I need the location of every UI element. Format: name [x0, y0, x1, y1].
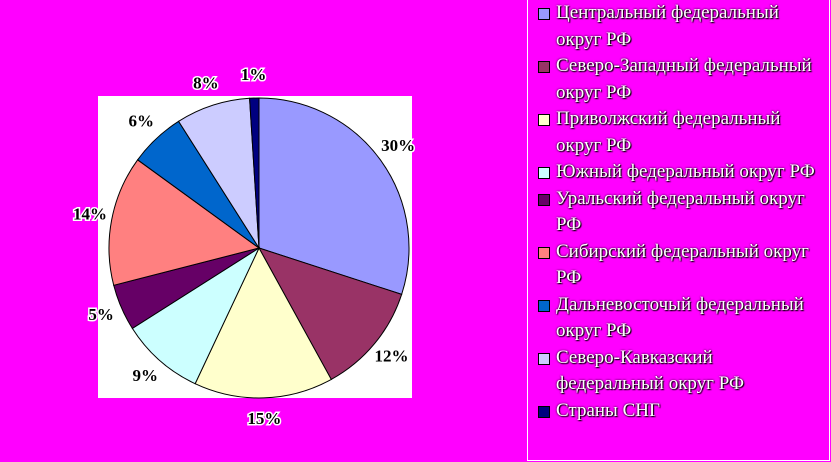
legend-swatch: [538, 246, 550, 259]
legend-label: Северо-Кавказский федеральный округ РФ: [556, 346, 744, 395]
legend-swatch: [538, 352, 550, 365]
legend-label: Северо-Западный федеральный округ РФ: [556, 55, 812, 103]
pie-slice: [131, 246, 261, 385]
legend-swatch: [538, 8, 550, 20]
legend-swatch: [538, 61, 550, 73]
legend-label: Дальневосточый федеральный округ РФ: [556, 293, 804, 342]
data-label: 12%: [375, 347, 409, 366]
legend: Центральный федеральный округ РФ Северо-З…: [527, 0, 830, 461]
legend-swatch: [538, 299, 550, 312]
legend-label: Уральский федеральный округ РФ: [556, 187, 805, 236]
pie-slice: [108, 159, 261, 286]
legend-label: Страны СНГ: [556, 399, 660, 421]
legend-label: Южный федеральный округ РФ: [556, 161, 815, 182]
pie-slice: [249, 97, 260, 249]
legend-swatch: [538, 405, 550, 418]
legend-label: Приволжский федеральный округ РФ: [556, 108, 781, 156]
data-label: 5%: [88, 305, 114, 324]
legend-item: Северо-Кавказский федеральный округ РФ: [528, 345, 829, 398]
legend-item: Приволжский федеральный округ РФ: [528, 106, 829, 159]
pie-slice: [258, 97, 410, 295]
legend-item: Центральный федеральный округ РФ: [528, 0, 829, 53]
legend-label: Сибирский федеральный округ РФ: [556, 240, 809, 289]
pie-slice: [194, 246, 332, 399]
data-label: 6%: [129, 112, 155, 131]
legend-item: Южный федеральный округ РФ: [528, 159, 829, 186]
data-label: 1%: [241, 65, 267, 84]
legend-label: Центральный федеральный округ РФ: [556, 2, 779, 50]
data-label: 15%: [247, 409, 281, 428]
data-label: 8%: [193, 73, 219, 92]
legend-item: Уральский федеральный округ РФ: [528, 186, 829, 239]
legend-item: Сибирский федеральный округ РФ: [528, 239, 829, 292]
data-label: 30%: [381, 136, 415, 155]
legend-swatch: [538, 114, 550, 126]
legend-swatch: [538, 167, 550, 179]
legend-item: Страны СНГ: [528, 398, 829, 425]
legend-item: Северо-Западный федеральный округ РФ: [528, 53, 829, 106]
legend-swatch: [538, 193, 550, 206]
data-label: 14%: [73, 205, 107, 224]
chart: 30% 12% 15% 9% 5% 14% 6% 8% 1%: [72, 63, 417, 429]
legend-item: Дальневосточый федеральный округ РФ: [528, 292, 829, 345]
pie-slice: [257, 247, 403, 381]
data-label: 9%: [133, 366, 159, 385]
